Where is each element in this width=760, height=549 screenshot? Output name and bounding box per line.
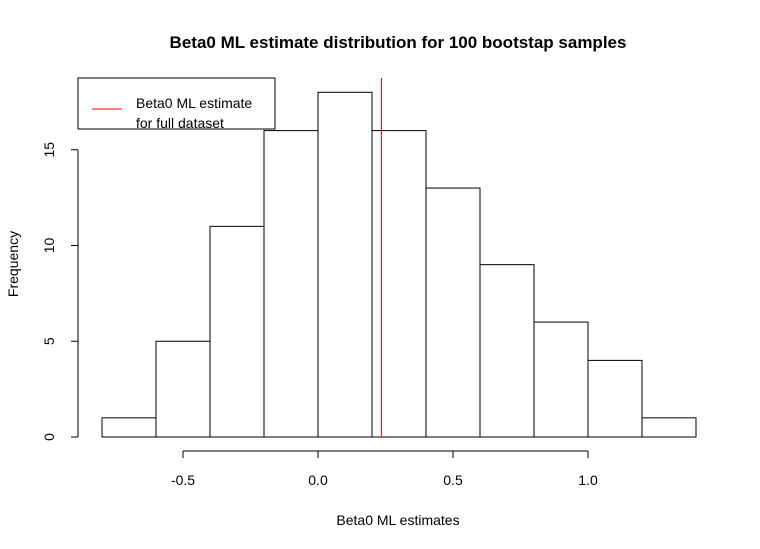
y-axis: 0 5 10 15 [41,142,79,441]
y-tick-label: 0 [41,433,57,441]
y-tick-label: 5 [41,337,57,345]
y-tick-label: 10 [41,238,57,254]
legend-label-line2: for full dataset [136,115,224,131]
histogram-bar [155,340,211,438]
legend-box [77,77,276,130]
histogram-bar [533,321,589,438]
x-axis: -0.5 0.0 0.5 1.0 [171,450,598,488]
bars-group [101,91,697,438]
x-tick-label: 0.0 [308,472,328,488]
x-axis-label: Beta0 ML estimates [336,512,459,528]
histogram-bar [263,130,319,438]
histogram-bar [479,264,535,438]
x-tick-label: 0.5 [443,472,463,488]
legend: Beta0 ML estimate for full dataset [77,77,276,131]
x-tick-label: -0.5 [171,472,195,488]
histogram-bar [209,225,265,438]
x-tick-label: 1.0 [578,472,598,488]
y-tick-label: 15 [41,142,57,158]
histogram-bar [101,417,157,438]
histogram-bar [587,359,643,438]
histogram-bar [371,130,427,438]
chart-title: Beta0 ML estimate distribution for 100 b… [170,33,627,52]
histogram-bar [317,91,373,438]
y-axis-label: Frequency [5,231,21,297]
histogram-bar [641,417,697,438]
histogram-bar [425,187,481,438]
legend-label-line1: Beta0 ML estimate [136,95,252,111]
